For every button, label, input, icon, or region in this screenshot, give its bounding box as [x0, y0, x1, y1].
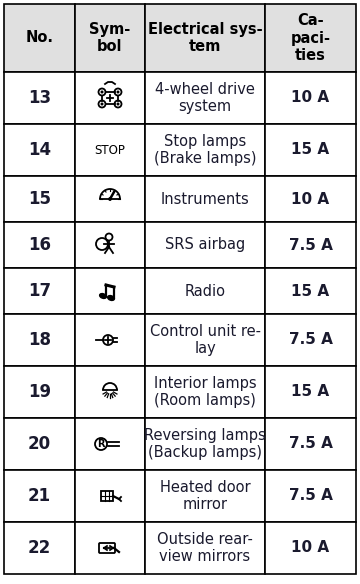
Text: Stop lamps
(Brake lamps): Stop lamps (Brake lamps)	[154, 134, 256, 166]
Ellipse shape	[108, 296, 114, 300]
Text: R: R	[97, 439, 105, 449]
Text: Sym-
bol: Sym- bol	[89, 22, 131, 54]
Bar	[101, 491, 113, 501]
Circle shape	[101, 91, 103, 93]
Text: 10 A: 10 A	[292, 192, 329, 207]
Bar	[4, 176, 75, 222]
Bar	[145, 268, 265, 314]
Bar	[145, 522, 265, 574]
Bar	[4, 366, 75, 418]
Text: 15 A: 15 A	[292, 283, 329, 298]
Text: No.: No.	[26, 30, 54, 46]
Text: 7.5 A: 7.5 A	[289, 332, 332, 347]
Bar	[265, 522, 356, 574]
Bar	[75, 522, 145, 574]
Text: 10 A: 10 A	[292, 91, 329, 106]
Bar	[145, 176, 265, 222]
Bar	[265, 124, 356, 176]
Bar	[4, 268, 75, 314]
Text: Outside rear-
view mirrors: Outside rear- view mirrors	[157, 532, 253, 564]
Bar	[145, 314, 265, 366]
Bar	[75, 268, 145, 314]
Text: Reversing lamps
(Backup lamps): Reversing lamps (Backup lamps)	[144, 428, 266, 460]
Bar	[265, 176, 356, 222]
Text: 15 A: 15 A	[292, 142, 329, 158]
Circle shape	[117, 91, 119, 93]
Bar	[265, 222, 356, 268]
Text: 15: 15	[28, 190, 51, 208]
Text: 15 A: 15 A	[292, 384, 329, 399]
Text: 20: 20	[28, 435, 51, 453]
Bar	[75, 222, 145, 268]
Bar	[75, 176, 145, 222]
Bar	[4, 222, 75, 268]
Bar	[75, 470, 145, 522]
Text: 13: 13	[28, 89, 51, 107]
Ellipse shape	[100, 294, 106, 298]
Text: 16: 16	[28, 236, 51, 254]
Bar	[265, 366, 356, 418]
Text: 18: 18	[28, 331, 51, 349]
Bar	[75, 124, 145, 176]
Bar	[75, 418, 145, 470]
Text: 19: 19	[28, 383, 51, 401]
Bar	[4, 124, 75, 176]
Bar	[4, 522, 75, 574]
Text: STOP: STOP	[95, 144, 125, 157]
Bar	[145, 4, 265, 72]
Bar	[145, 222, 265, 268]
Bar	[4, 72, 75, 124]
Bar	[75, 72, 145, 124]
Bar	[75, 366, 145, 418]
Bar	[145, 366, 265, 418]
Circle shape	[109, 198, 111, 200]
Bar	[145, 72, 265, 124]
Bar	[75, 4, 145, 72]
Circle shape	[101, 103, 103, 105]
Bar	[4, 4, 75, 72]
Bar	[265, 4, 356, 72]
Text: 7.5 A: 7.5 A	[289, 488, 332, 503]
Text: 4-wheel drive
system: 4-wheel drive system	[155, 82, 255, 114]
Text: Heated door
mirror: Heated door mirror	[160, 480, 250, 512]
Bar	[145, 470, 265, 522]
Bar	[265, 72, 356, 124]
Circle shape	[117, 103, 119, 105]
Bar	[265, 470, 356, 522]
Bar	[265, 268, 356, 314]
Text: Ca-
paci-
ties: Ca- paci- ties	[291, 13, 330, 63]
Bar	[4, 470, 75, 522]
Text: 21: 21	[28, 487, 51, 505]
Bar	[4, 314, 75, 366]
Bar	[145, 124, 265, 176]
Text: Control unit re-
lay: Control unit re- lay	[149, 324, 261, 356]
Bar	[4, 418, 75, 470]
Text: Instruments: Instruments	[161, 192, 249, 207]
Text: 7.5 A: 7.5 A	[289, 436, 332, 451]
Text: Electrical sys-
tem: Electrical sys- tem	[148, 22, 262, 54]
Text: 10 A: 10 A	[292, 541, 329, 555]
Text: 17: 17	[28, 282, 51, 300]
Bar	[75, 314, 145, 366]
Bar	[145, 418, 265, 470]
Text: 7.5 A: 7.5 A	[289, 238, 332, 252]
Bar	[265, 314, 356, 366]
Bar	[265, 418, 356, 470]
Text: Interior lamps
(Room lamps): Interior lamps (Room lamps)	[154, 376, 256, 408]
Text: 14: 14	[28, 141, 51, 159]
Text: 22: 22	[28, 539, 51, 557]
Text: SRS airbag: SRS airbag	[165, 238, 245, 252]
Text: Radio: Radio	[185, 283, 225, 298]
